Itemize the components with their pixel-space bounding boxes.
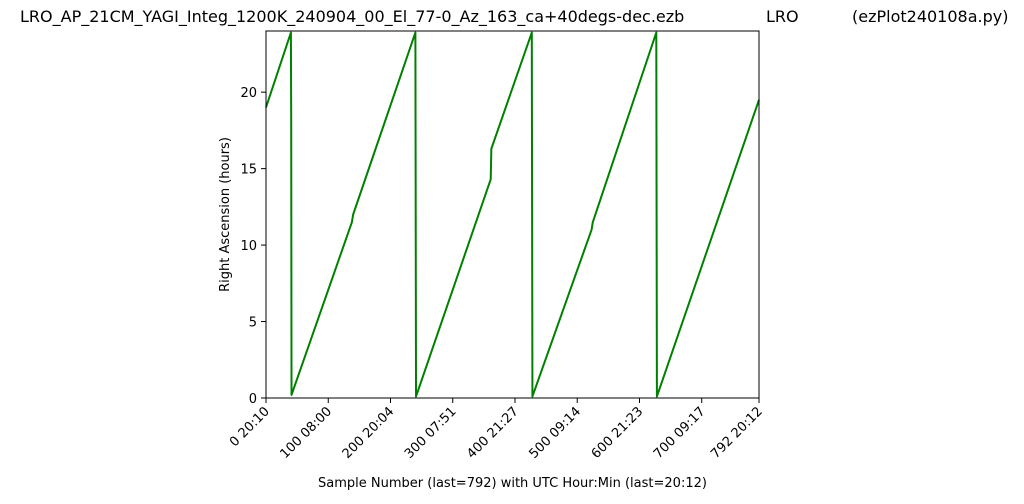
ra-series-line-0 — [265, 31, 760, 398]
y-tick-label: 10 — [240, 239, 257, 254]
y-tick-label: 20 — [240, 86, 257, 101]
plot-area: 0 5 10 15 20 0 20:10 100 08:00 200 20:04 300 07:… — [227, 30, 766, 462]
station-label: LRO — [766, 7, 799, 26]
program-label: (ezPlot240108a.py) — [852, 7, 1008, 26]
x-tick-label: 300 07:51 — [402, 404, 460, 462]
x-tick-label: 400 21:27 — [464, 404, 522, 462]
x-tick-label: 100 08:00 — [278, 404, 336, 462]
y-tick-label: 0 — [249, 392, 257, 407]
x-tick-label: 0 20:10 — [227, 404, 273, 450]
y-axis-label: Right Ascension (hours) — [218, 137, 233, 292]
x-tick-label: 200 20:04 — [340, 404, 398, 462]
y-tick-label: 15 — [240, 163, 257, 178]
plot-frame — [265, 30, 760, 399]
x-tick-label: 700 09:17 — [651, 404, 709, 462]
y-tick-label: 5 — [249, 316, 257, 331]
x-tick-label: 792 20:12 — [708, 404, 766, 462]
x-tick-label: 500 09:14 — [526, 404, 584, 462]
file-name-title: LRO_AP_21CM_YAGI_Integ_1200K_240904_00_E… — [20, 7, 684, 27]
x-axis-label: Sample Number (last=792) with UTC Hour:M… — [318, 476, 707, 491]
x-tick-label: 600 21:23 — [589, 404, 647, 462]
